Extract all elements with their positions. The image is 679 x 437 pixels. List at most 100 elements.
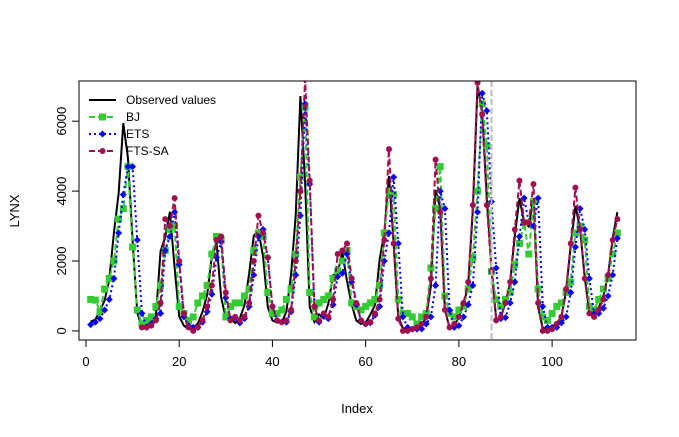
fts-sa-point — [371, 310, 378, 317]
fts-sa-point — [609, 237, 616, 244]
bj-point — [264, 288, 272, 296]
fts-sa-point — [413, 324, 420, 331]
y-tick-label: 4000 — [54, 177, 69, 206]
x-tick-label: 20 — [172, 354, 186, 369]
ets-point — [110, 274, 118, 282]
bj-point — [464, 285, 472, 293]
fts-sa-point — [530, 181, 537, 188]
fts-sa-point — [572, 184, 579, 191]
ets-point — [609, 271, 617, 279]
bj-point — [96, 308, 104, 316]
fts-sa-point — [292, 258, 299, 265]
fts-sa-point — [367, 319, 374, 326]
fts-sa-point — [325, 313, 332, 320]
bj-point — [460, 302, 468, 310]
fts-sa-point — [330, 296, 337, 303]
bj-point — [567, 278, 575, 286]
fts-sa-point — [190, 327, 197, 334]
bj-point — [175, 302, 183, 310]
bj-point — [189, 313, 197, 321]
ets-point — [427, 313, 435, 321]
bj-point — [268, 309, 276, 317]
bj-point — [222, 313, 230, 321]
bj-point — [119, 205, 127, 213]
bj-point — [357, 306, 365, 314]
legend-label: Observed values — [126, 93, 216, 107]
bj-point — [436, 163, 444, 171]
fts-sa-point — [376, 296, 383, 303]
bj-point — [511, 261, 519, 269]
fts-sa-point — [521, 219, 528, 226]
fts-sa-point — [418, 320, 425, 327]
bj-point — [557, 299, 565, 307]
x-axis: 0 20 40 60 80 100 — [82, 339, 563, 369]
legend-label: FTS-SA — [126, 144, 169, 158]
fts-sa-point — [460, 299, 467, 306]
x-tick-label: 80 — [452, 354, 466, 369]
bj-point — [599, 285, 607, 293]
fts-sa-point — [577, 226, 584, 233]
fts-sa-point — [614, 216, 621, 223]
bj-point — [413, 320, 421, 328]
bj-point — [166, 226, 174, 234]
fts-sa-point — [493, 317, 500, 324]
y-tick-label: 2000 — [54, 247, 69, 276]
fts-sa-point — [274, 317, 281, 324]
bj-point — [324, 292, 332, 300]
bj-point — [348, 299, 356, 307]
fts-sa-point — [581, 275, 588, 282]
bj-point — [199, 292, 207, 300]
bj-line — [90, 103, 619, 326]
ets-point — [115, 229, 123, 237]
ets-point — [567, 288, 575, 296]
legend-item-fts-sa: FTS-SA — [89, 144, 169, 158]
fts-sa-point — [255, 212, 262, 219]
fts-sa-point — [535, 299, 542, 306]
fts-sa-point — [437, 209, 444, 216]
legend-label: ETS — [126, 127, 149, 141]
fts-sa-point — [152, 317, 159, 324]
fts-sa-point — [241, 313, 248, 320]
fts-sa-point — [544, 327, 551, 334]
bj-point — [245, 285, 253, 293]
bj-point — [571, 229, 579, 237]
bj-point — [320, 295, 328, 303]
bj-point — [492, 295, 500, 303]
fts-sa-point — [600, 296, 607, 303]
fts-sa-point — [180, 310, 187, 317]
bj-point — [469, 254, 477, 262]
fts-sa-point — [539, 327, 546, 334]
ets-point — [515, 233, 523, 241]
fts-sa-point — [563, 285, 570, 292]
fts-sa-point — [283, 317, 290, 324]
y-axis: 0 2000 4000 6000 — [54, 107, 80, 335]
bj-point — [115, 215, 123, 223]
bj-point — [609, 250, 617, 258]
ets-point — [124, 163, 132, 171]
fts-sa-point — [549, 326, 556, 333]
ets-point — [474, 208, 482, 216]
bj-point — [404, 309, 412, 317]
bj-point — [427, 264, 435, 272]
fts-sa-point — [595, 306, 602, 313]
fts-sa-point — [409, 326, 416, 333]
bj-point — [474, 187, 482, 195]
bj-point — [376, 281, 384, 289]
bj-point — [236, 299, 244, 307]
ets-point — [492, 264, 500, 272]
ets-point — [99, 130, 106, 138]
x-tick-label: 40 — [265, 354, 279, 369]
bj-point — [292, 250, 300, 258]
bj-point — [99, 113, 106, 121]
x-axis-label: Index — [341, 401, 373, 416]
ets-point — [129, 163, 137, 171]
fts-sa-point — [213, 237, 220, 244]
fts-sa-point — [311, 303, 318, 310]
ets-point — [394, 240, 402, 248]
fts-sa-point — [451, 320, 458, 327]
fts-sa-point — [334, 251, 341, 258]
fts-sa-point — [474, 81, 481, 86]
bj-point — [506, 288, 514, 296]
ets-point — [432, 281, 440, 289]
